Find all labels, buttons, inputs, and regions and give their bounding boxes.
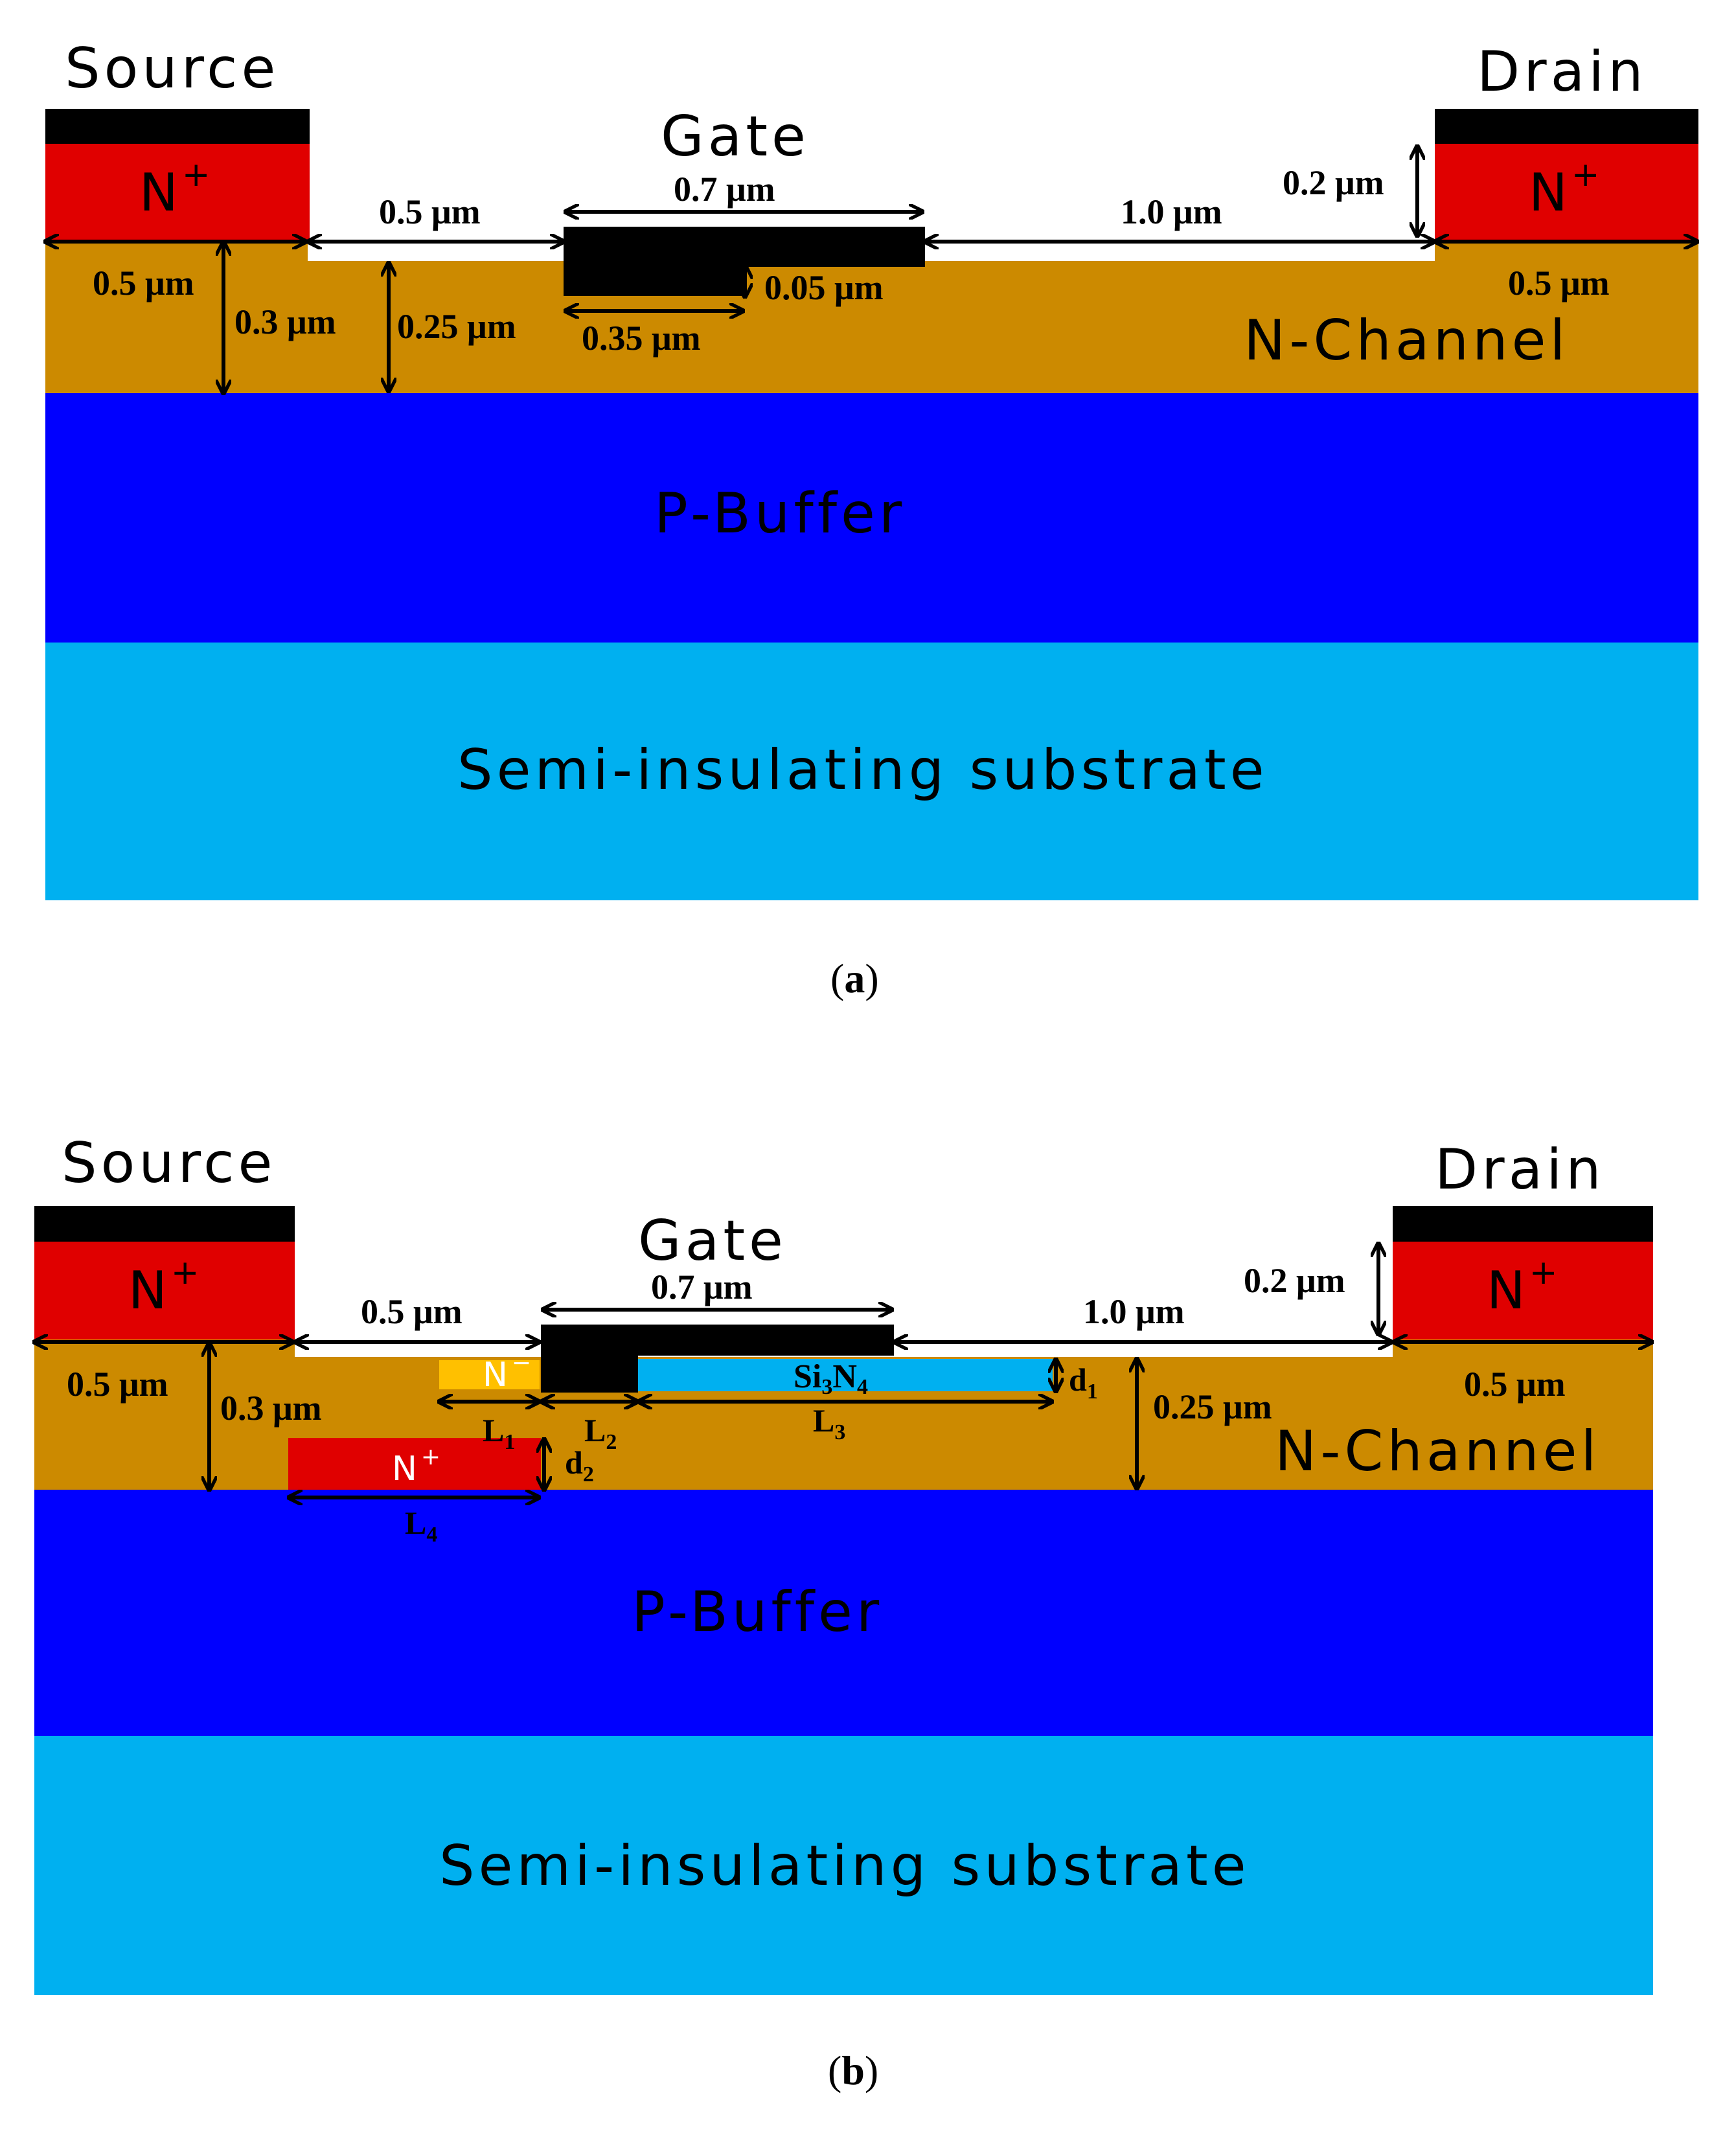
b-n-plus-right-label: N+ [1487,1253,1561,1321]
a-dim-gate-recess: 0.05 μm [764,268,884,307]
b-drain-n-plus [1393,1240,1653,1339]
a-gate-head [564,227,925,267]
a-p-buffer-layer [45,393,1698,643]
b-drain-label: Drain [1435,1137,1605,1202]
b-gate-label: Gate [638,1209,787,1273]
b-gate-head [541,1325,894,1356]
a-source-n-plus [45,142,310,240]
b-dim-source-width: 0.5 μm [67,1365,168,1404]
b-si3n4-layer [638,1359,1053,1391]
a-drain-contact [1435,109,1698,144]
b-dim-drain-width: 0.5 μm [1464,1365,1566,1404]
b-label-d2: d2 [565,1444,594,1486]
a-dim-gate-drain: 1.0 μm [1121,192,1222,231]
b-dim-channel-depth: 0.3 μm [220,1389,322,1428]
figure-b: Source Drain Gate N+ N+ N− N+ Si3N4 N-Ch… [34,1131,1653,2093]
a-dim-source-width: 0.5 μm [93,264,194,302]
b-label-L2: L2 [584,1412,617,1454]
b-drain-contact [1393,1206,1653,1242]
b-source-contact [34,1206,295,1242]
b-substrate-label: Semi-insulating substrate [439,1834,1250,1898]
a-source-label: Source [65,36,279,101]
a-dim-channel-depth: 0.3 μm [234,302,336,341]
a-p-buffer-label: P-Buffer [654,481,906,546]
b-substrate-layer [34,1735,1653,1995]
a-dim-gate-bottom: 0.35 μm [582,319,701,358]
a-n-channel-label: N-Channel [1244,308,1569,373]
a-n-plus-right-label: N+ [1529,155,1603,223]
b-n-plus-left-label: N+ [128,1253,203,1321]
a-n-channel-layer [45,240,1698,393]
a-source-contact [45,109,310,144]
b-gate-foot [541,1354,638,1393]
a-dim-recess-depth: 0.25 μm [397,307,516,346]
b-source-label: Source [62,1131,276,1196]
b-dim-recess-depth: 0.25 μm [1153,1387,1272,1426]
b-dim-contact-height: 0.2 μm [1244,1261,1345,1300]
b-label-d1: d1 [1069,1361,1098,1404]
b-dim-source-gate: 0.5 μm [361,1292,463,1331]
a-gate-label: Gate [661,104,810,169]
b-label-L4: L4 [405,1505,437,1547]
a-drain-label: Drain [1477,40,1647,104]
a-caption: (a) [830,955,879,1001]
b-buried-n-plus [288,1438,541,1490]
b-dim-gate-drain: 1.0 μm [1083,1292,1185,1331]
b-source-n-plus [34,1240,295,1339]
b-n-channel-label: N-Channel [1275,1419,1600,1484]
b-si3n4-label: Si3N4 [794,1358,868,1399]
b-p-buffer-label: P-Buffer [632,1580,883,1645]
b-dim-gate-top: 0.7 μm [651,1268,753,1306]
a-dim-source-gate: 0.5 μm [379,192,481,231]
a-substrate-layer [45,641,1698,900]
b-label-L3: L3 [813,1402,845,1444]
b-p-buffer-layer [34,1490,1653,1736]
a-n-plus-left-label: N+ [139,155,214,223]
a-substrate-label: Semi-insulating substrate [457,738,1268,802]
figure-a: Source Drain Gate N+ N+ N-Channel P-Buff… [45,36,1698,1001]
a-dim-drain-width: 0.5 μm [1508,264,1610,302]
b-buried-n-plus-label: N+ [392,1444,444,1488]
b-n-minus-region [439,1360,540,1389]
a-dim-contact-height: 0.2 μm [1283,163,1384,202]
b-label-L1: L1 [483,1412,515,1454]
a-dim-gate-top: 0.7 μm [674,170,775,209]
b-caption: (b) [828,2047,878,2093]
b-n-minus-label: N− [483,1350,535,1394]
a-drain-n-plus [1435,142,1698,240]
a-gate-foot [564,262,745,296]
